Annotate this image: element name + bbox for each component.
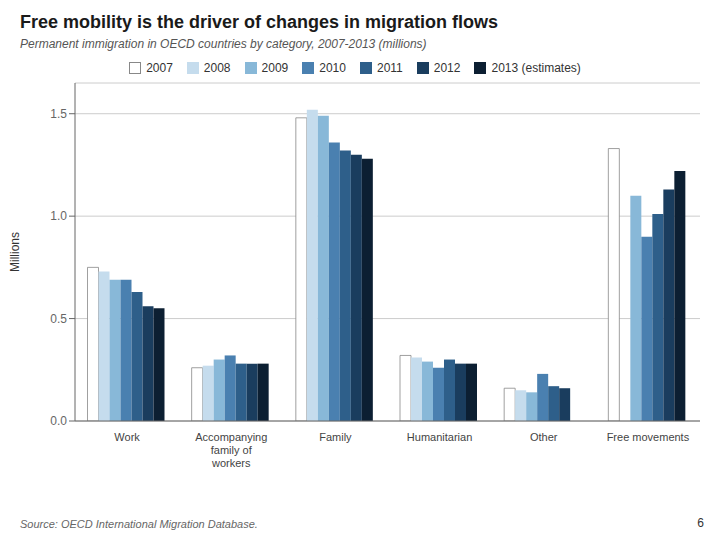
svg-text:Accompanyingfamily ofworkers: Accompanyingfamily ofworkers — [195, 431, 267, 469]
html-text:Free mobility is the driver of: Free mobility is the driver of changes i… — [20, 12, 499, 32]
svg-text:Millions: Millions — [8, 232, 22, 272]
html-text:6: 6 — [697, 516, 704, 530]
svg-text:Family: Family — [319, 431, 352, 443]
svg-text:Other: Other — [530, 431, 558, 443]
html-text:Source: OECD International Mig: Source: OECD International Migration Dat… — [20, 518, 258, 530]
svg-text:0.0: 0.0 — [50, 414, 67, 428]
html-text:Permanent immigration in OECD: Permanent immigration in OECD countries … — [20, 37, 427, 51]
html-text:2013 (estimates): 2013 (estimates) — [491, 61, 581, 75]
svg-text:1.5: 1.5 — [50, 107, 67, 121]
html-text:2007: 2007 — [146, 61, 173, 75]
html-text:2010: 2010 — [319, 61, 346, 75]
svg-text:Humanitarian: Humanitarian — [407, 431, 472, 443]
svg-text:Work: Work — [114, 431, 140, 443]
svg-text:Free movements: Free movements — [607, 431, 690, 443]
html-text:2008: 2008 — [203, 61, 231, 75]
svg-text:0.5: 0.5 — [50, 312, 67, 326]
svg-text:1.0: 1.0 — [50, 209, 67, 223]
html-text:2009: 2009 — [261, 61, 289, 75]
html-text:2012: 2012 — [433, 61, 461, 75]
html-text:2011: 2011 — [377, 61, 403, 75]
